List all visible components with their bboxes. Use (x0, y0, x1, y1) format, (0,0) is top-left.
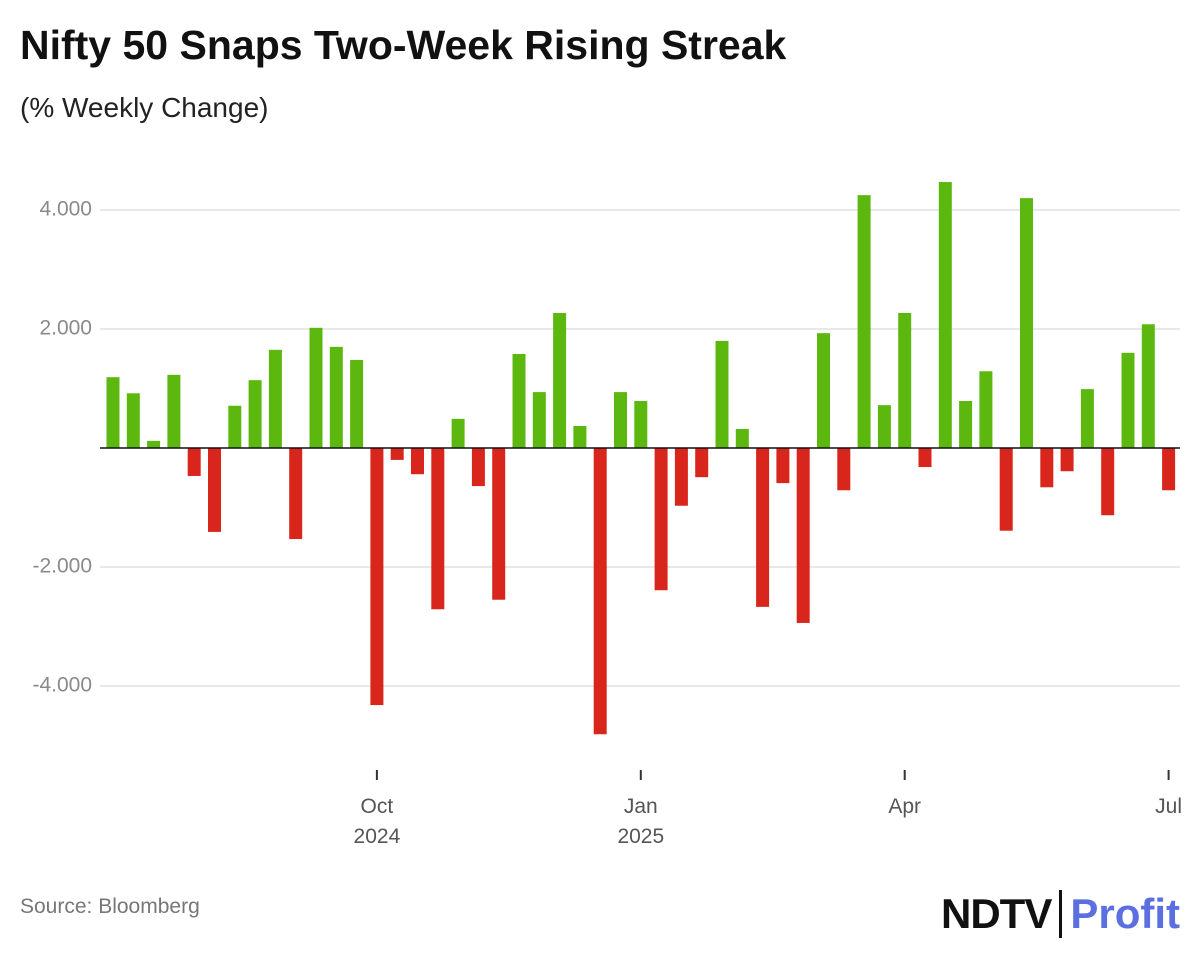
y-tick-label: -4.000 (32, 674, 92, 697)
x-tick-label: Jan 2025 (617, 795, 665, 848)
bar (735, 428, 749, 449)
bar (147, 440, 161, 449)
brand-logo: NDTV Profit (941, 890, 1180, 938)
bar (634, 401, 648, 449)
bar (248, 380, 262, 449)
bar (959, 401, 973, 449)
bar (1101, 448, 1115, 516)
bar (674, 448, 688, 506)
bar (329, 346, 343, 449)
source: Source: Bloomberg (20, 895, 200, 918)
bar (126, 393, 140, 449)
bar (1020, 198, 1033, 449)
bar (350, 359, 364, 449)
brand-name: Profit (1070, 890, 1180, 937)
brand-name: NDTV (941, 890, 1052, 937)
bar (268, 349, 282, 449)
bar (695, 448, 709, 478)
bar (208, 448, 221, 532)
bar (1141, 324, 1155, 449)
bar (411, 448, 424, 475)
bar (1121, 352, 1135, 449)
bar (451, 418, 465, 449)
bar (106, 377, 120, 449)
bar (593, 448, 607, 735)
bar (553, 312, 567, 449)
bar (898, 312, 912, 449)
bar (512, 353, 526, 449)
bar (532, 392, 546, 449)
x-tick-label: Jul (1155, 795, 1183, 818)
bar (1162, 448, 1176, 491)
bar (999, 448, 1013, 531)
bar (1060, 448, 1074, 472)
bar (1040, 448, 1054, 488)
bar (837, 448, 851, 491)
bar (614, 392, 627, 449)
bar (431, 448, 445, 610)
bar (471, 448, 485, 487)
bar (187, 448, 201, 476)
bar (877, 405, 891, 449)
bar (370, 448, 384, 706)
x-tick-label: Apr (888, 795, 922, 818)
y-tick-label: 4.000 (39, 198, 92, 221)
bar (228, 405, 242, 449)
chart-title: Nifty 50 Snaps Two-Week Rising Streak (20, 22, 787, 68)
bar (390, 448, 404, 460)
brand-separator (1059, 890, 1063, 938)
bar (817, 333, 830, 449)
x-tick-label: Oct 2024 (353, 795, 401, 848)
bar (776, 448, 790, 484)
chart-subtitle: (% Weekly Change) (20, 92, 269, 123)
bar (492, 448, 506, 600)
bar (573, 425, 587, 449)
y-tick-label: -2.000 (32, 555, 92, 578)
bar (756, 448, 770, 607)
bar (979, 371, 993, 449)
bar (796, 448, 810, 623)
bar (715, 340, 729, 449)
bar (167, 374, 181, 449)
y-tick-label: 2.000 (39, 317, 92, 340)
bar (654, 448, 668, 591)
bar (857, 195, 871, 449)
bar (289, 448, 303, 540)
bar (938, 182, 952, 449)
bar (918, 448, 932, 468)
bar (1080, 389, 1094, 449)
bar (309, 327, 323, 449)
